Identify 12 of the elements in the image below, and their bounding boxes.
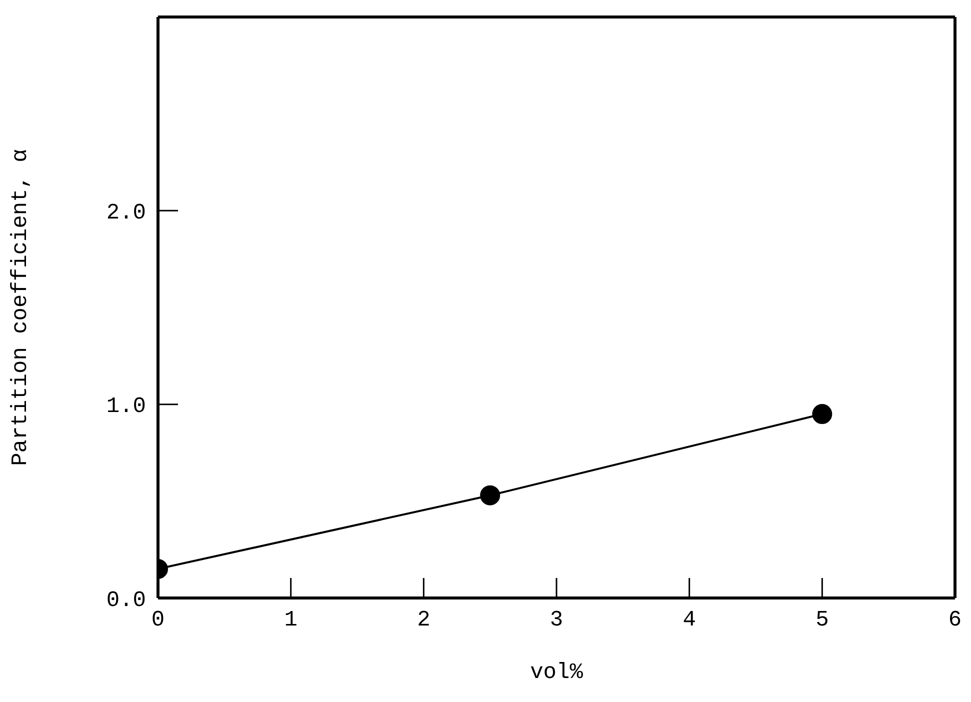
x-tick-label: 4 [682,608,696,633]
x-tick-label: 6 [948,608,962,633]
y-tick-label: 0.0 [106,588,146,613]
y-tick-label: 2.0 [106,200,146,226]
x-tick-label: 1 [284,608,298,633]
y-tick-label: 1.0 [106,394,146,420]
x-tick-label: 3 [550,608,564,633]
x-tick-label: 5 [816,608,829,633]
y-axis-title: Partition coefficient, α [8,149,33,466]
x-axis-title: vol% [530,660,584,685]
x-tick-label: 2 [417,608,430,633]
x-tick-label: 0 [151,608,165,633]
